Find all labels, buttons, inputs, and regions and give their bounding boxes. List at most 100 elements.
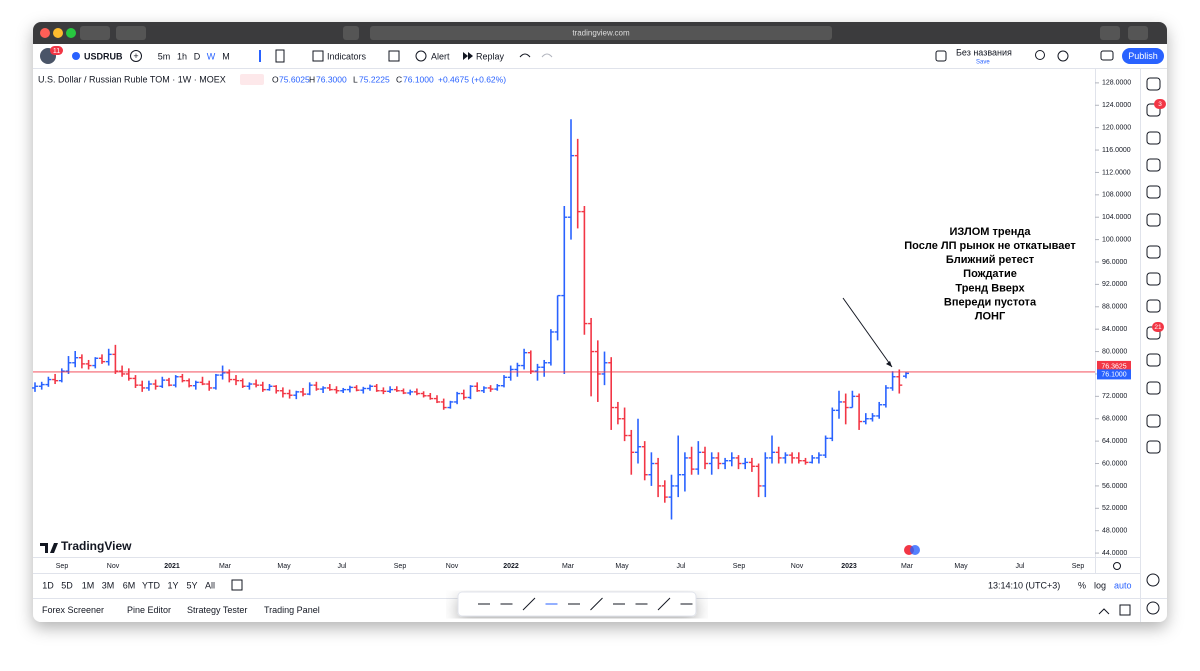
settings-icon[interactable] (1057, 50, 1069, 62)
interval-button[interactable]: 1h (177, 51, 187, 61)
plus-icon: + (133, 51, 138, 61)
x-tick-label: May (615, 563, 629, 570)
symbol[interactable]: USDRUB (84, 51, 123, 61)
publish-button[interactable] (1122, 48, 1164, 64)
side-tool[interactable] (1146, 77, 1161, 91)
auto-toggle[interactable]: auto (1114, 580, 1132, 590)
y-tick-label: 108.0000 (1102, 192, 1131, 199)
range-button[interactable]: 3M (102, 580, 115, 590)
save-label[interactable]: Save (976, 60, 990, 66)
x-tick-label: Mar (562, 563, 575, 570)
sidebar-button[interactable] (116, 26, 146, 40)
axis-settings[interactable] (1113, 562, 1121, 570)
interval-button[interactable]: M (222, 51, 230, 61)
indicators-icon[interactable] (312, 50, 324, 62)
range-button[interactable]: 1D (42, 580, 54, 590)
side-tool[interactable] (1146, 185, 1161, 199)
drawing-tool[interactable] (522, 597, 536, 611)
y-tick-label: 68.0000 (1102, 416, 1127, 423)
undo-icon[interactable] (519, 53, 531, 58)
bottom-tab[interactable]: Forex Screener (42, 605, 104, 615)
nav-buttons[interactable] (80, 26, 110, 40)
drawing-tool[interactable] (590, 597, 603, 611)
side-tool[interactable] (1146, 381, 1161, 395)
bar-style-icon[interactable] (259, 50, 261, 62)
snapshot-icon[interactable] (1100, 50, 1114, 61)
zoom-button[interactable] (66, 28, 76, 38)
compare-button[interactable] (130, 50, 142, 62)
range-button[interactable]: 6M (123, 580, 136, 590)
y-tick-label: 92.0000 (1102, 281, 1127, 288)
range-button[interactable]: All (205, 580, 215, 590)
y-tick-label: 48.0000 (1102, 528, 1127, 535)
side-tool[interactable] (1146, 158, 1161, 172)
y-tick-label: 96.0000 (1102, 259, 1127, 266)
legend-low-key: L (353, 74, 358, 84)
layout-checkbox[interactable] (935, 50, 947, 62)
side-tool[interactable] (1146, 414, 1161, 428)
share-button[interactable] (1100, 26, 1120, 40)
collapse-icon[interactable] (1098, 608, 1110, 615)
bottom-tab[interactable]: Strategy Tester (187, 605, 247, 615)
replay-button[interactable]: Replay (476, 51, 505, 61)
indicators-button[interactable]: Indicators (327, 51, 367, 61)
badge-count: 11 (53, 48, 60, 55)
bottom-tab[interactable]: Pine Editor (127, 605, 171, 615)
event-flag[interactable] (910, 545, 920, 555)
legend-visibility[interactable] (240, 74, 264, 85)
side-tool[interactable] (1146, 272, 1161, 286)
privacy-button[interactable] (343, 26, 359, 40)
minimize-button[interactable] (53, 28, 63, 38)
x-tick-label: Jul (677, 563, 686, 570)
side-tool[interactable] (1146, 573, 1160, 587)
y-tick-label: 116.0000 (1102, 147, 1131, 154)
range-button[interactable]: YTD (142, 580, 161, 590)
last-price-bg (1097, 369, 1131, 380)
notification-badge (50, 46, 63, 55)
annotation-line: После ЛП рынок не откатывает (904, 240, 1076, 252)
side-tool[interactable] (1146, 299, 1161, 313)
maximize-icon[interactable] (1119, 604, 1131, 616)
url: tradingview.com (572, 29, 630, 38)
date-range-icon[interactable] (231, 579, 243, 591)
interval-button[interactable]: D (194, 51, 201, 61)
side-tool[interactable] (1146, 601, 1160, 615)
interval-button[interactable]: 5m (158, 51, 171, 61)
side-tool[interactable] (1146, 353, 1161, 367)
candle-icon[interactable] (275, 49, 285, 63)
x-tick-label: 2023 (841, 563, 857, 570)
replay-icon[interactable] (463, 52, 473, 60)
percent-toggle[interactable]: % (1078, 580, 1086, 590)
address-bar[interactable] (370, 26, 832, 40)
bottom-tab[interactable]: Trading Panel (264, 605, 320, 615)
side-tool[interactable] (1146, 103, 1161, 117)
side-tool[interactable] (1146, 245, 1161, 259)
layout-name[interactable]: Без названия (956, 47, 1012, 57)
legend-high: 76.3000 (316, 74, 347, 84)
legend-high-key: H (309, 74, 315, 84)
redo-icon[interactable] (541, 53, 553, 58)
drawing-tool[interactable] (657, 597, 671, 611)
log-toggle[interactable]: log (1094, 580, 1106, 590)
y-tick-label: 64.0000 (1102, 438, 1127, 445)
symbol-flag (72, 52, 80, 60)
legend-title: U.S. Dollar / Russian Ruble TOM · 1W · M… (38, 74, 226, 84)
side-tool[interactable] (1146, 131, 1161, 145)
close-button[interactable] (40, 28, 50, 38)
templates-icon[interactable] (388, 50, 400, 62)
search-icon[interactable] (1035, 50, 1045, 60)
interval-button[interactable]: W (207, 51, 216, 61)
x-tick-label: Sep (733, 563, 746, 570)
side-tool[interactable] (1146, 213, 1161, 227)
side-tool[interactable] (1146, 440, 1161, 454)
x-tick-label: Mar (219, 563, 232, 570)
range-button[interactable]: 1M (82, 580, 95, 590)
tabs-button[interactable] (1128, 26, 1148, 40)
alert-icon[interactable] (415, 50, 427, 62)
range-button[interactable]: 5D (61, 580, 73, 590)
alert-button[interactable]: Alert (431, 51, 450, 61)
publish-label: Publish (1128, 51, 1158, 61)
range-button[interactable]: 5Y (186, 580, 197, 590)
legend-close: 76.1000 (403, 74, 434, 84)
range-button[interactable]: 1Y (167, 580, 178, 590)
